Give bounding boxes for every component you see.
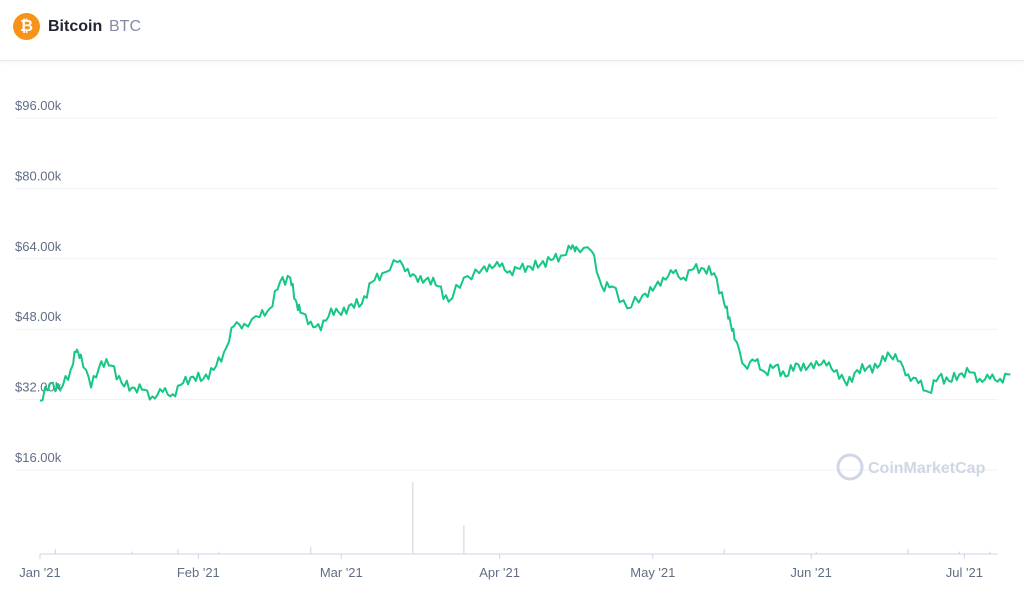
volume-bar bbox=[989, 551, 991, 554]
volume-bar bbox=[131, 551, 133, 554]
volume-bar bbox=[907, 549, 909, 554]
bitcoin-logo-icon: ₿ bbox=[13, 13, 40, 40]
volume-bar bbox=[815, 551, 817, 554]
coin-symbol: BTC bbox=[109, 18, 141, 35]
x-tick-label: Feb '21 bbox=[177, 565, 220, 580]
volume-bar bbox=[412, 482, 414, 554]
x-tick-label: Mar '21 bbox=[320, 565, 363, 580]
y-tick-label: $64.00k bbox=[15, 239, 62, 254]
volume-bar bbox=[958, 551, 960, 554]
volume-bar bbox=[463, 525, 465, 554]
coinmarketcap-logo-icon bbox=[836, 453, 864, 481]
coinmarketcap-watermark: CoinMarketCap bbox=[836, 453, 986, 481]
y-tick-label: $16.00k bbox=[15, 450, 62, 465]
y-tick-label: $96.00k bbox=[15, 98, 62, 113]
volume-bar bbox=[177, 549, 179, 554]
price-chart[interactable]: $96.00k$80.00k$64.00k$48.00k$32.00k$16.0… bbox=[0, 61, 1024, 603]
y-tick-label: $48.00k bbox=[15, 309, 62, 324]
volume-bar bbox=[218, 551, 220, 554]
watermark-text: CoinMarketCap bbox=[868, 460, 986, 477]
x-tick-label: May '21 bbox=[630, 565, 675, 580]
volume-bar bbox=[54, 549, 56, 554]
x-tick-label: Jun '21 bbox=[790, 565, 832, 580]
x-tick-label: Apr '21 bbox=[479, 565, 520, 580]
volume-bar bbox=[723, 549, 725, 554]
price-line bbox=[39, 244, 1011, 402]
volume-bar bbox=[310, 546, 312, 554]
y-tick-label: $80.00k bbox=[15, 168, 62, 183]
coin-name: Bitcoin bbox=[48, 18, 103, 35]
x-tick-label: Jul '21 bbox=[946, 565, 983, 580]
coin-header: ₿ Bitcoin BTC bbox=[0, 0, 1024, 61]
x-tick-label: Jan '21 bbox=[19, 565, 61, 580]
